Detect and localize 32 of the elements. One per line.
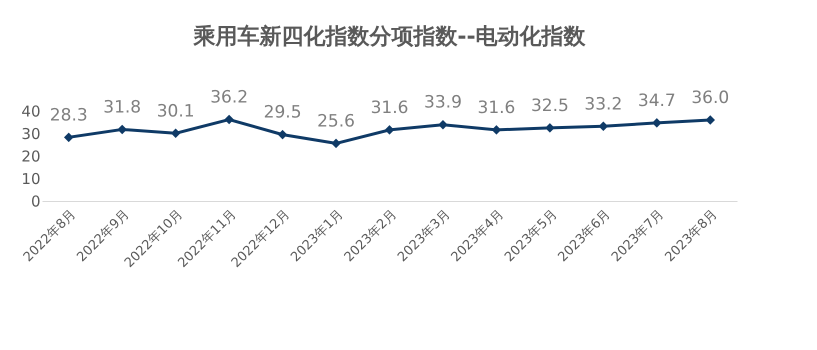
point: [64, 132, 74, 142]
data-label: 29.5: [264, 102, 302, 123]
point: [438, 120, 448, 130]
point: [331, 138, 341, 148]
y-tick-label: 0: [30, 192, 40, 210]
point: [117, 124, 127, 134]
data-label: 36.2: [210, 88, 248, 108]
y-tick-label: 10: [21, 170, 40, 188]
point: [278, 130, 288, 140]
data-label: 34.7: [638, 90, 676, 111]
y-tick-label: 30: [21, 125, 40, 143]
data-label: 25.6: [317, 111, 355, 132]
data-label: 31.6: [370, 98, 408, 118]
y-tick-label: 20: [21, 148, 40, 166]
point: [384, 125, 394, 135]
point: [652, 118, 662, 128]
chart-title: 乘用车新四化指数分项指数--电动化指数: [192, 24, 587, 50]
data-label: 30.1: [156, 101, 195, 122]
point: [598, 122, 608, 132]
data-label: 33.9: [424, 92, 462, 113]
point: [706, 115, 716, 125]
y-tick-label: 40: [21, 102, 40, 120]
data-label: 31.6: [477, 98, 516, 118]
point: [545, 123, 555, 133]
point: [224, 114, 234, 124]
data-label: 32.5: [530, 96, 569, 116]
data-label: 36.0: [691, 88, 730, 108]
data-label: 33.2: [584, 94, 622, 114]
data-label: 28.3: [50, 105, 88, 126]
point: [170, 128, 180, 138]
data-label: 31.8: [103, 97, 142, 118]
point: [492, 125, 502, 135]
